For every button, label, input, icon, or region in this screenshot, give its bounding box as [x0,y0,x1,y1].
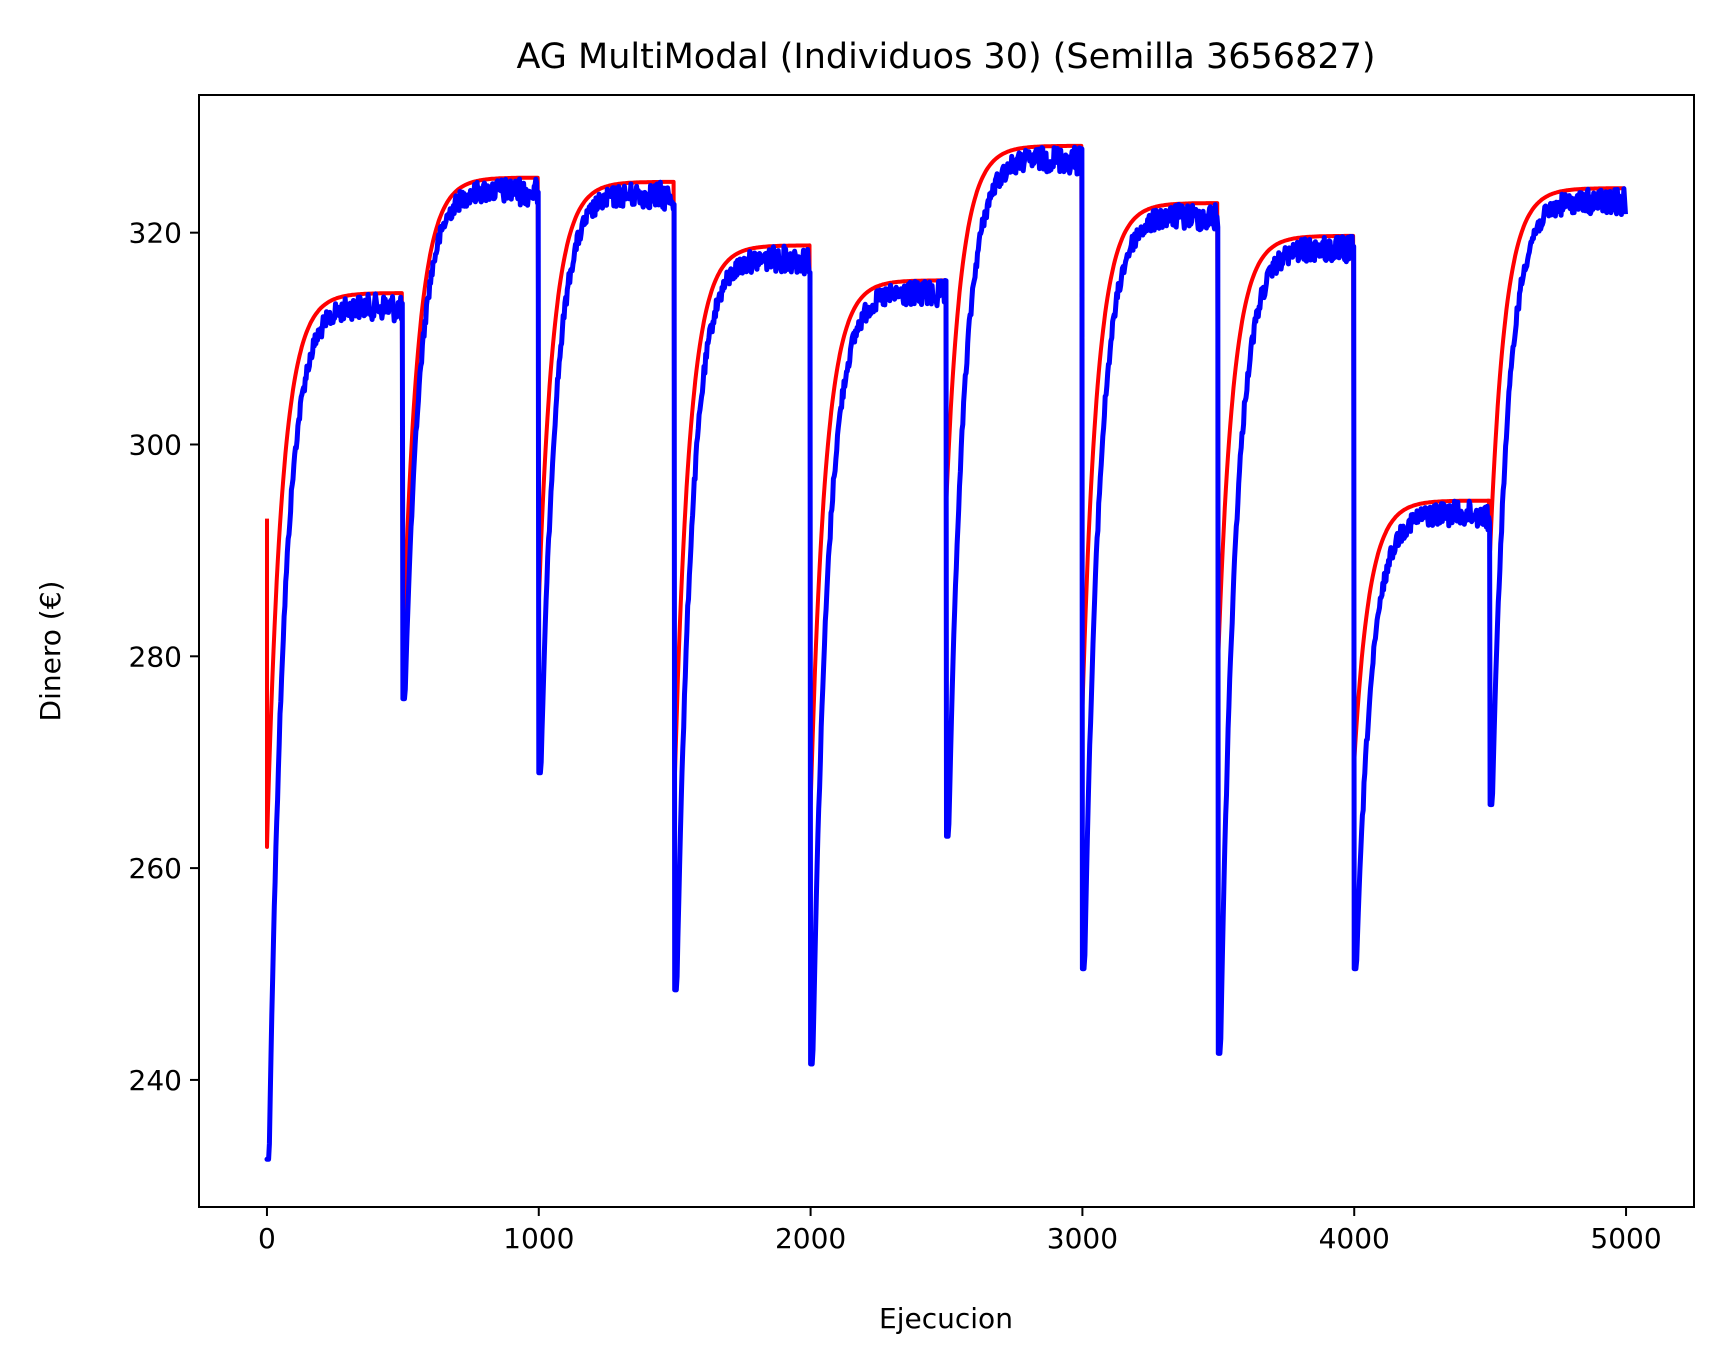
y-tick-label: 260 [129,852,182,885]
y-tick-label: 320 [129,217,182,250]
axes-frame [198,94,1695,1208]
x-tick-label: 5000 [1590,1222,1661,1255]
x-axis: 0 1000 2000 3000 4000 5000 [258,1207,1662,1255]
x-tick-label: 2000 [775,1222,846,1255]
y-tick-label: 300 [129,428,182,461]
y-tick-label: 240 [129,1064,182,1097]
series-layer [264,143,1628,1162]
y-axis-label: Dinero (€) [34,581,67,722]
x-tick-label: 4000 [1319,1222,1390,1255]
series-blue-line [264,144,1628,1162]
x-tick-label: 1000 [503,1222,574,1255]
chart-title: AG MultiModal (Individuos 30) (Semilla 3… [516,37,1375,77]
y-tick-label: 280 [129,640,182,673]
x-axis-label: Ejecucion [879,1302,1013,1335]
x-tick-label: 0 [258,1222,276,1255]
x-tick-label: 3000 [1047,1222,1118,1255]
y-axis: 240 260 280 300 320 [129,217,199,1097]
plot-area [264,143,1628,1162]
